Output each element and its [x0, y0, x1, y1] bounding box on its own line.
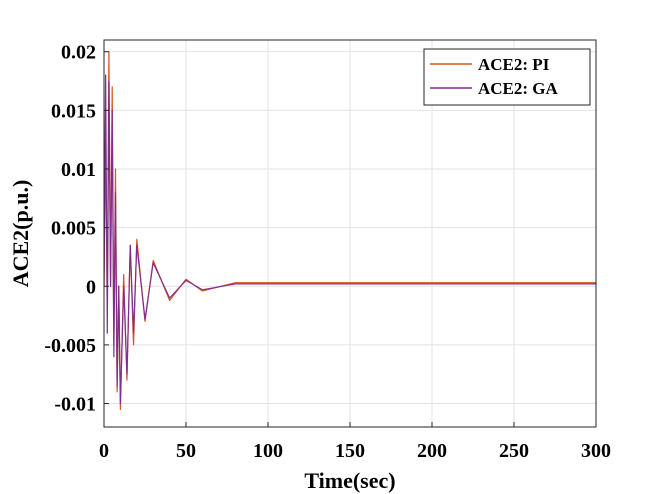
x-tick-label: 200: [417, 440, 447, 462]
series-layer: [104, 51, 596, 411]
x-tick-label: 100: [253, 440, 283, 462]
x-tick-label: 150: [335, 440, 365, 462]
x-axis-label: Time(sec): [304, 468, 395, 493]
y-axis-label: ACE2(p.u.): [8, 180, 33, 288]
legend-label: ACE2: PI: [478, 55, 550, 74]
legend-label: ACE2: GA: [478, 79, 559, 98]
y-tick-label: -0.01: [54, 394, 96, 416]
ticks: 0 50 100 150 200 250 300 -0.01 -0.005 0 0.005 0.01 0…: [44, 42, 611, 462]
y-tick-label: 0.005: [51, 218, 96, 240]
legend-box: [423, 48, 591, 106]
y-tick-label: 0: [86, 276, 96, 298]
y-tick-label: 0.01: [61, 159, 96, 181]
x-tick-label: 0: [99, 440, 109, 462]
y-tick-label: 0.02: [61, 42, 96, 64]
x-tick-label: 50: [176, 440, 196, 462]
x-tick-label: 300: [581, 440, 611, 462]
x-tick-label: 250: [499, 440, 529, 462]
y-tick-label: -0.005: [44, 335, 96, 357]
legend: ACE2: PI ACE2: GA: [423, 48, 591, 106]
y-tick-label: 0.015: [51, 100, 96, 122]
series-line-ga: [104, 74, 596, 405]
